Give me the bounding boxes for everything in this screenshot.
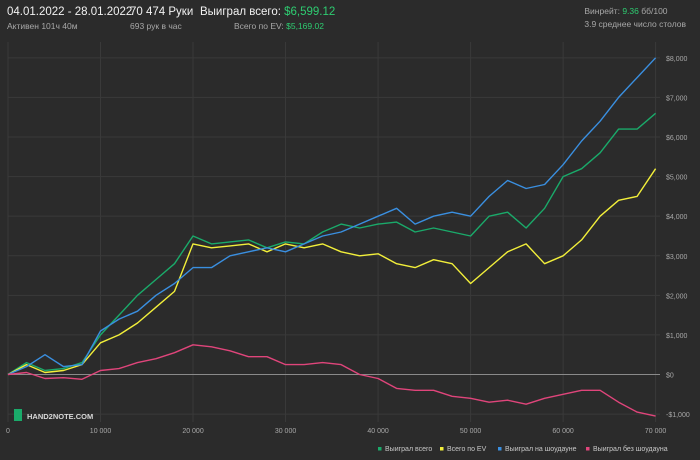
y-tick-label: $4,000 (666, 214, 688, 221)
x-tick-label: 40 000 (367, 428, 389, 435)
winrate-unit: бб/100 (641, 6, 668, 16)
watermark: HAND2NOTE.COM (14, 409, 93, 421)
y-tick-label: $1,000 (666, 333, 688, 340)
won-total: Выиграл всего: $6,599.12 (200, 6, 335, 18)
avg-tables: 3.9 среднее число столов (584, 19, 686, 29)
series-line-1 (7, 168, 657, 376)
watermark-text: HAND2NOTE.COM (27, 412, 93, 421)
legend-label-3: Выиграл без шоудауна (593, 445, 668, 453)
series-line-0 (7, 112, 657, 376)
period-block: 04.01.2022 - 28.01.2022 Активен 101ч 40м (7, 6, 132, 31)
y-tick-label: $8,000 (666, 56, 688, 63)
y-axis-ticks: -$1,000 $0 $1,000 $2,000 $3,000 $4,000 $5,000 $… (666, 56, 690, 419)
legend-label-1: Всего по EV (447, 446, 487, 453)
y-tick-label: $5,000 (666, 175, 688, 182)
y-tick-label: $6,000 (666, 135, 688, 142)
ev-total-value: $5,169.02 (286, 21, 324, 31)
y-tick-label: $3,000 (666, 254, 688, 261)
y-tick-label: -$1,000 (666, 412, 690, 419)
hands-per-hour: 693 рук в час (130, 21, 182, 31)
x-tick-label: 0 (6, 428, 10, 435)
x-tick-label: 50 000 (460, 428, 482, 435)
won-total-label: Выиграл всего: (200, 6, 281, 18)
ev-total: Всего по EV: $5,169.02 (200, 21, 335, 31)
y-tick-label: $7,000 (666, 95, 688, 102)
date-range: 04.01.2022 - 28.01.2022 (7, 6, 133, 18)
legend-marker-1 (440, 447, 444, 451)
x-axis-ticks: 0 10 000 20 000 30 000 40 000 50 000 60 000 70 … (6, 428, 666, 435)
y-tick-label: $2,000 (666, 293, 688, 300)
active-time: Активен 101ч 40м (7, 21, 78, 31)
ev-total-label: Всего по EV: (234, 21, 284, 31)
legend-marker-0 (378, 447, 382, 451)
series-line-3 (7, 344, 656, 417)
grid (7, 42, 660, 422)
x-tick-label: 10 000 (90, 428, 112, 435)
legend-marker-2 (498, 447, 502, 451)
winnings-block: Выиграл всего: $6,599.12 Всего по EV: $5… (200, 6, 335, 31)
series-lines (7, 57, 657, 417)
won-total-value: $6,599.12 (284, 6, 336, 18)
legend-label-2: Выиграл на шоудауне (505, 446, 577, 453)
x-tick-label: 60 000 (552, 428, 574, 435)
x-tick-label: 30 000 (275, 428, 297, 435)
x-tick-label: 70 000 (645, 428, 667, 435)
watermark-logo-icon (14, 409, 22, 421)
winrate: Винрейт: 9.36 бб/100 (584, 6, 686, 16)
legend: Выиграл всего Всего по EV Выиграл на шоуда… (378, 445, 668, 453)
legend-marker-3 (586, 447, 590, 451)
winrate-value: 9.36 (622, 6, 639, 16)
hands-block: 70 474 Руки 693 рук в час (130, 6, 193, 31)
legend-label-0: Выиграл всего (385, 446, 432, 453)
hands-count: 70 474 Руки (130, 6, 194, 18)
winrate-label: Винрейт: (584, 6, 620, 16)
y-tick-label: $0 (666, 373, 674, 380)
series-line-2 (7, 57, 657, 376)
x-tick-label: 20 000 (182, 428, 204, 435)
winrate-block: Винрейт: 9.36 бб/100 3.9 среднее число с… (584, 6, 686, 29)
summary-header: 04.01.2022 - 28.01.2022 Активен 101ч 40м… (0, 0, 700, 34)
